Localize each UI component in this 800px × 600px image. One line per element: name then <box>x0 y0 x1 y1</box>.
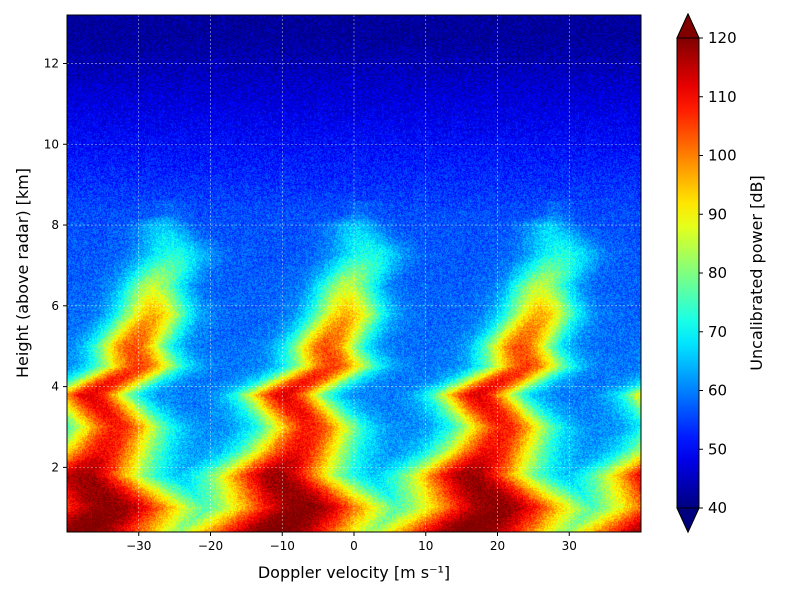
y-axis-label: Height (above radar) [km] <box>13 168 32 378</box>
colorbar-tick-label-3: 70 <box>708 323 727 341</box>
colorbar-tick-label-6: 100 <box>708 147 737 165</box>
y-tick-label-5: 12 <box>44 56 59 70</box>
heatmap-canvas <box>67 15 641 532</box>
colorbar-tick-label-7: 110 <box>708 88 737 106</box>
x-tick-label-6: 30 <box>562 539 577 553</box>
colorbar-extend-max <box>676 12 700 39</box>
colorbar-tick-label-1: 50 <box>708 440 727 458</box>
colorbar-tick-label-4: 80 <box>708 264 727 282</box>
colorbar-tick-label-5: 90 <box>708 205 727 223</box>
colorbar: 40 50 60 70 80 90 100 110 120 <box>676 12 737 534</box>
colorbar-ticks: 40 50 60 70 80 90 100 110 120 <box>699 29 737 517</box>
colorbar-extend-min <box>676 507 700 534</box>
y-tick-label-4: 10 <box>44 137 59 151</box>
x-tick-label-2: −10 <box>270 539 295 553</box>
colorbar-tick-label-2: 60 <box>708 382 727 400</box>
y-tick-label-2: 6 <box>51 299 59 313</box>
x-tick-label-0: −30 <box>126 539 151 553</box>
x-tick-label-5: 20 <box>490 539 505 553</box>
y-axis-ticks: 2 4 6 8 10 12 <box>44 56 67 474</box>
x-axis-label: Doppler velocity [m s⁻¹] <box>258 563 450 582</box>
x-axis-ticks: −30 −20 −10 0 10 20 30 <box>126 532 577 553</box>
x-tick-label-1: −20 <box>198 539 223 553</box>
x-tick-label-3: 0 <box>350 539 358 553</box>
colorbar-body <box>676 12 700 534</box>
x-tick-label-4: 10 <box>418 539 433 553</box>
colorbar-label: Uncalibrated power [dB] <box>747 175 766 370</box>
colorbar-tick-label-0: 40 <box>708 499 727 517</box>
y-tick-label-1: 4 <box>51 380 59 394</box>
colorbar-tick-label-8: 120 <box>708 29 737 47</box>
y-tick-label-3: 8 <box>51 218 59 232</box>
y-tick-label-0: 2 <box>51 460 59 474</box>
heatmap-image-container <box>67 15 641 532</box>
